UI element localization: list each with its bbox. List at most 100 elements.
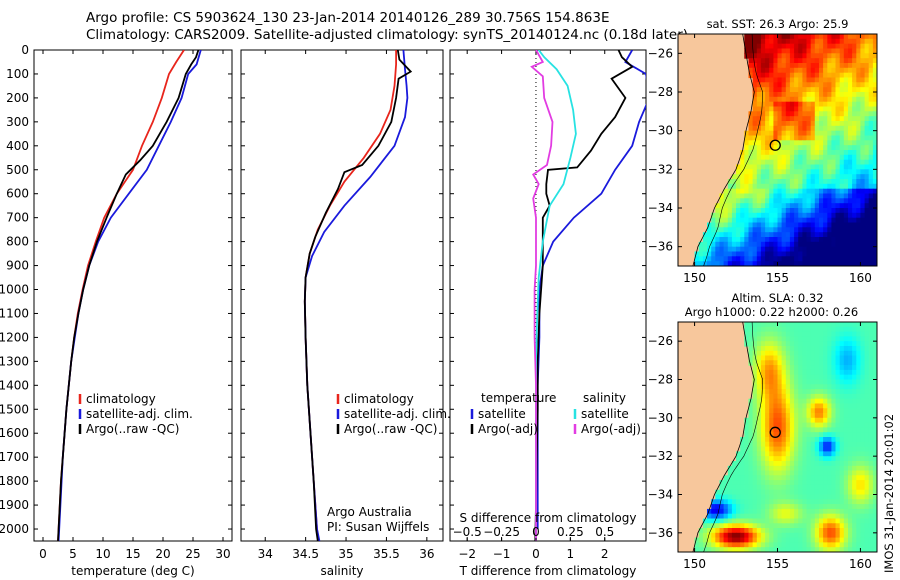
map-cell [740,246,745,253]
map-cell [698,246,704,253]
map-cell [785,341,791,347]
map-cell [765,422,770,428]
map-cell [798,179,803,185]
map-cell [848,106,853,112]
map-cell [752,480,758,486]
map-cell [798,77,803,83]
map-cell [798,326,803,333]
map-cell [827,518,832,524]
map-cell [810,251,816,257]
map-cell [852,346,857,352]
map-cell [843,475,849,481]
map-cell [806,432,812,438]
map-cell [823,72,828,79]
map-cell [856,203,861,209]
map-cell [744,188,749,195]
map-cell [848,82,853,88]
map-cell [765,140,770,146]
map-cell [868,480,874,486]
map-cell [814,63,820,69]
map-cell [752,193,758,199]
map-cell [852,432,857,438]
map-cell [752,393,758,400]
map-cell [864,183,870,190]
map-cell [872,261,877,266]
map-cell [843,499,849,505]
map-cell [777,355,783,361]
map-cell [760,72,766,79]
difference-series-argo [534,50,634,541]
map-cell [719,537,725,543]
map-cell [864,437,870,443]
map-cell [806,256,812,262]
map-cell [814,437,820,443]
map-cell [835,140,841,146]
map-cell [748,542,754,548]
map-cell [848,111,853,117]
map-cell [765,398,770,405]
map-cell [760,365,766,371]
map-cell [752,256,758,262]
map-cell [868,408,874,414]
map-cell [856,179,861,185]
map-cell [843,87,849,93]
map-cell [798,547,803,552]
map-cell [827,227,832,233]
map-cell [831,523,837,529]
map-cell [802,169,808,175]
map-cell [843,355,849,361]
map-cell [760,217,766,224]
map-cell [740,441,745,448]
map-cell [798,67,803,74]
map-cell [756,237,762,243]
map-cell [872,159,877,166]
map-cell [756,164,762,170]
x-tick-label: 15 [125,547,140,561]
map-cell [744,532,749,539]
map-cell [814,92,820,98]
map-cell [856,518,861,524]
map-cell [769,408,774,414]
map-cell [823,403,828,409]
map-cell [810,227,816,233]
map-cell [707,513,712,520]
map-cell [760,169,766,175]
map-cell [765,369,770,376]
map-cell [848,446,853,452]
map-cell [794,331,799,337]
map-cell [852,116,857,122]
map-cell [819,174,824,180]
map-cell [848,164,853,170]
map-cell [806,374,812,381]
map-cell [719,528,725,534]
map-cell [814,111,820,117]
map-cell [694,542,700,548]
map-cell [864,413,870,419]
map-cell [810,413,816,419]
map-cell [814,504,820,510]
legend-climatology-label: climatology [86,392,156,406]
map-cell [773,326,779,333]
map-cell [769,403,774,409]
map-cell [868,528,874,534]
map-cell [723,198,729,204]
map-cell [843,331,849,337]
map-cell [852,461,857,467]
map-cell [860,261,866,266]
map-cell [872,183,877,190]
map-cell [843,222,849,228]
map-cell [852,379,857,385]
map-cell [839,140,845,146]
depth-tick-label: 0 [21,43,29,57]
map-cell [868,58,874,64]
map-cell [848,34,853,40]
map-cell [835,427,841,433]
lon-tick-label: 150 [683,557,706,571]
map-cell [806,528,812,534]
map-cell [769,53,774,59]
map-cell [810,198,816,204]
map-cell [756,227,762,233]
map-cell [806,246,812,253]
map-cell [789,53,795,59]
